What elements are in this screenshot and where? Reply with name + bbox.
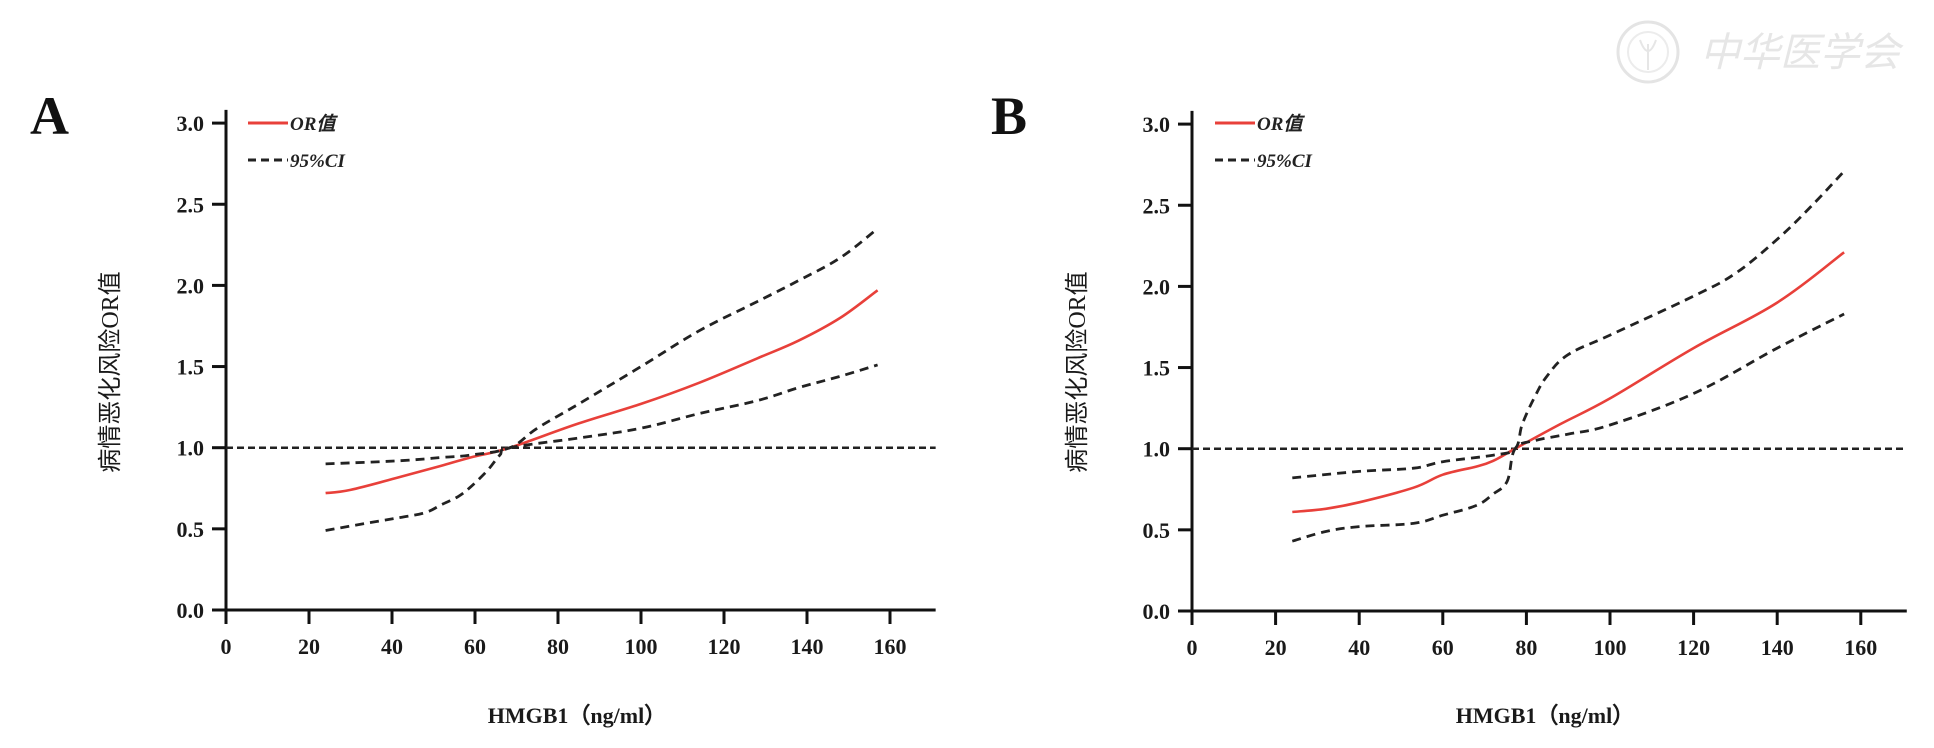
legend-label-ci: 95%CI: [1257, 151, 1313, 172]
y-axis-title: 病情恶化风险OR值: [97, 271, 124, 472]
y-tick-label: 2.5: [177, 192, 205, 217]
y-axis-title: 病情恶化风险OR值: [1064, 271, 1091, 472]
tick-marks: 0 20 40 60 80 100 120 140 160 0.0 0.5 1.0 1.5 2.0 2.5 3…: [177, 111, 907, 659]
y-tick-label: 1.0: [1143, 437, 1171, 462]
axes: [1182, 110, 1907, 623]
legend-label-or: OR值: [1257, 113, 1305, 135]
x-tick-label: 100: [625, 634, 658, 659]
x-tick-label: 100: [1594, 635, 1627, 660]
y-tick-label: 2.5: [1143, 193, 1171, 218]
x-axis-title: HMGB1（ng/ml）: [1456, 703, 1634, 728]
series-line-or: [325, 289, 879, 495]
x-tick-label: 0: [1187, 635, 1198, 660]
y-tick-label: 2.0: [177, 273, 205, 298]
x-tick-label: 40: [1348, 635, 1370, 660]
panel-label: B: [991, 86, 1027, 146]
x-axis-title: HMGB1（ng/ml）: [488, 703, 666, 728]
legend: OR值 95%CI: [248, 113, 346, 172]
x-tick-label: 60: [464, 634, 486, 659]
x-tick-label: 120: [708, 634, 741, 659]
panel-b: B 0 20 40 60 80 100 120 140 160 0.0 0.5 1.0 1.5 2.0 2.…: [991, 86, 1907, 728]
x-tick-label: 0: [221, 634, 232, 659]
x-tick-label: 160: [874, 634, 907, 659]
x-tick-label: 120: [1677, 635, 1710, 660]
series-line-95-ci-lower: [1291, 312, 1845, 543]
society-seal-icon: [1616, 20, 1680, 84]
y-tick-label: 3.0: [1143, 112, 1171, 137]
watermark: 中华医学会: [1616, 20, 1904, 84]
series-group: [325, 227, 879, 532]
y-tick-label: 0.0: [1143, 599, 1171, 624]
panel-label: A: [30, 86, 69, 146]
series-line-95-ci-lower: [325, 363, 879, 532]
series-line-or: [1292, 251, 1845, 514]
y-tick-label: 0.5: [177, 517, 205, 542]
y-tick-label: 1.0: [177, 436, 205, 461]
x-tick-label: 140: [1761, 635, 1794, 660]
y-tick-label: 1.5: [1143, 356, 1171, 381]
series-group: [1291, 170, 1846, 543]
y-tick-label: 0.0: [177, 598, 205, 623]
x-tick-label: 160: [1844, 635, 1877, 660]
tick-marks: 0 20 40 60 80 100 120 140 160 0.0 0.5 1.0 1.5 2.0 2.5 3…: [1143, 112, 1878, 660]
legend-label-or: OR值: [290, 113, 338, 135]
legend-label-ci: 95%CI: [290, 151, 346, 172]
y-tick-label: 3.0: [177, 111, 205, 136]
y-tick-label: 0.5: [1143, 518, 1171, 543]
series-line-95-ci-upper: [1292, 170, 1846, 480]
x-tick-label: 140: [791, 634, 824, 659]
y-tick-label: 1.5: [177, 355, 205, 380]
axes: [216, 109, 936, 622]
watermark-text: 中华医学会: [1700, 30, 1904, 76]
y-tick-label: 2.0: [1143, 274, 1171, 299]
x-tick-label: 20: [298, 634, 320, 659]
panel-a: A 0 20 40 60 80 100 120 140 160 0.0 0.5 1.0 1.5 2.0 2.…: [30, 86, 936, 728]
x-tick-label: 80: [547, 634, 569, 659]
x-tick-label: 40: [381, 634, 403, 659]
x-tick-label: 60: [1432, 635, 1454, 660]
legend: OR值 95%CI: [1215, 113, 1313, 172]
x-tick-label: 20: [1265, 635, 1287, 660]
series-line-95-ci-upper: [325, 227, 879, 466]
x-tick-label: 80: [1515, 635, 1537, 660]
